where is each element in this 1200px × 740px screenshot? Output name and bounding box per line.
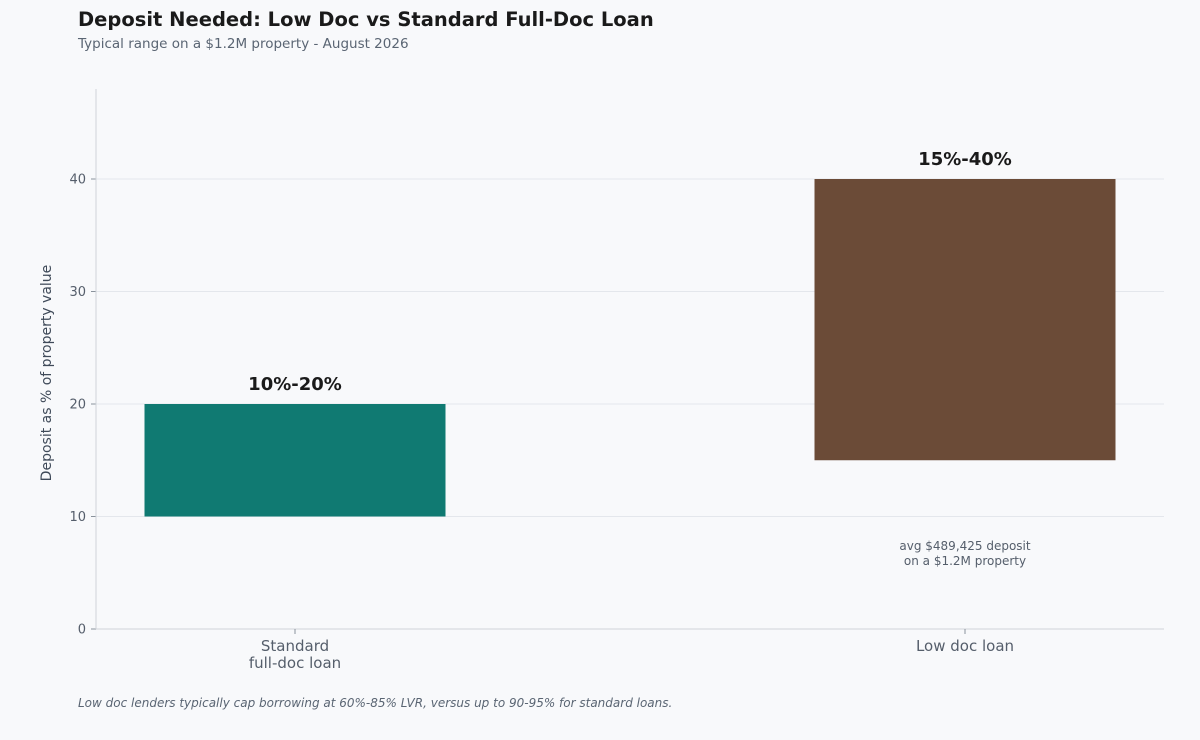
chart-title: Deposit Needed: Low Doc vs Standard Full… (78, 8, 654, 31)
bar-value-label: 15%-40% (918, 149, 1012, 170)
x-tick-label: Standard (261, 637, 329, 655)
y-tick-label: 30 (69, 285, 86, 300)
bar-annotation: on a $1.2M property (904, 554, 1026, 568)
chart-footnote: Low doc lenders typically cap borrowing … (78, 696, 673, 710)
bar (814, 179, 1116, 461)
chart-subtitle: Typical range on a $1.2M property - Augu… (78, 36, 409, 52)
x-tick-label: Low doc loan (916, 637, 1014, 655)
y-tick-label: 20 (69, 398, 86, 413)
y-axis-label: Deposit as % of property value (39, 265, 55, 482)
y-tick-label: 40 (69, 173, 86, 188)
bar-value-label: 10%-20% (248, 374, 342, 395)
x-tick-label: full-doc loan (249, 654, 341, 672)
bar (144, 404, 446, 517)
y-tick-label: 0 (78, 623, 86, 638)
y-tick-label: 10 (69, 510, 86, 525)
bar-annotation: avg $489,425 deposit (899, 539, 1031, 553)
